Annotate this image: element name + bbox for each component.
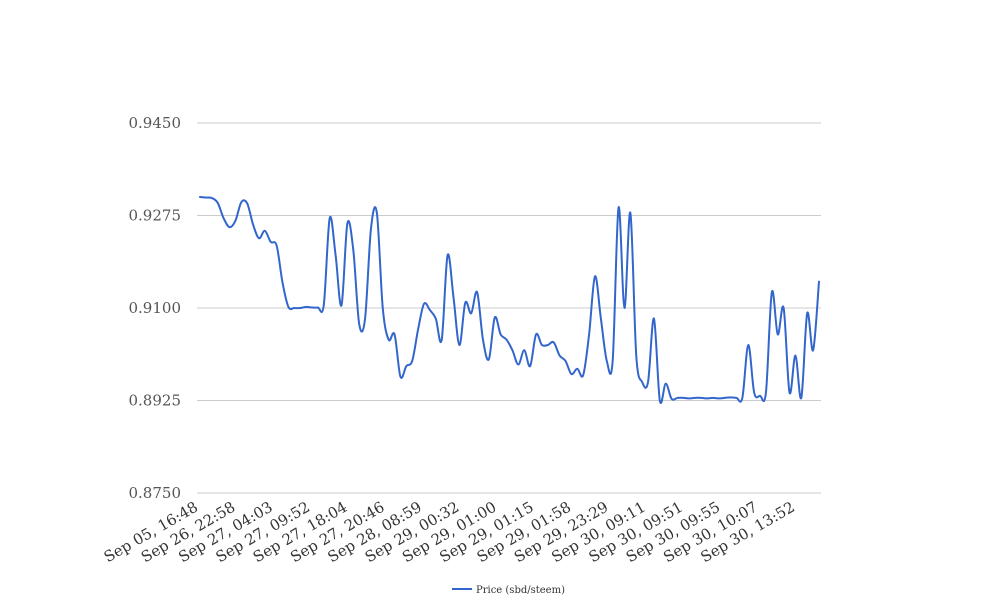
series-line-0 <box>199 196 820 404</box>
y-tick-label-3: 0.8925 <box>129 392 182 410</box>
gridlines <box>197 122 821 494</box>
series-layer <box>199 196 820 404</box>
y-tick-label-1: 0.9275 <box>129 207 182 225</box>
y-tick-label-2: 0.9100 <box>129 299 182 317</box>
y-tick-label-0: 0.9450 <box>129 114 182 132</box>
y-tick-label-4: 0.8750 <box>129 484 182 502</box>
legend-label: Price (sbd/steem) <box>476 585 565 596</box>
y-axis-tick-labels: 0.9450 0.9275 0.9100 0.8925 0.8750 <box>129 114 182 502</box>
legend[interactable]: Price (sbd/steem) <box>452 585 565 596</box>
